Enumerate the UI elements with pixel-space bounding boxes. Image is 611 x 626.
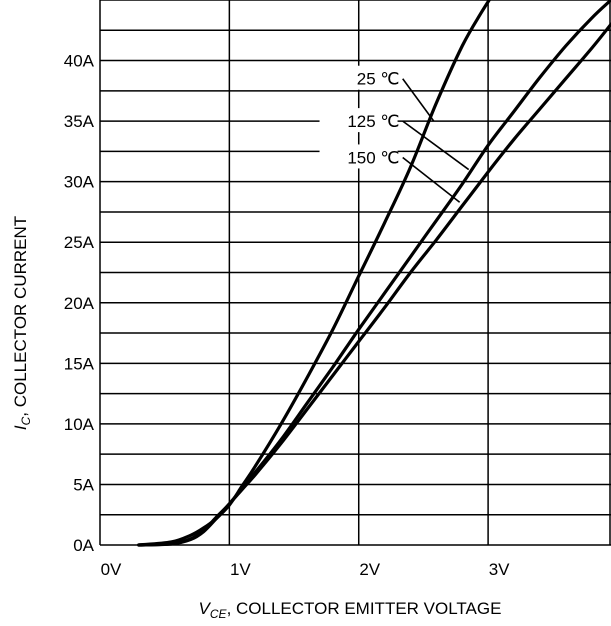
curve-series-3 [137, 22, 611, 547]
y-tick-labels: 0A 5A 10A 15A 20A 25A 30A 35A 40A [64, 52, 95, 555]
y-tick-label: 5A [73, 475, 94, 494]
y-tick-label: 10A [64, 415, 95, 434]
y-axis-subscript: C [19, 416, 33, 425]
leader-line-series-3 [402, 156, 461, 203]
y-tick-label: 30A [64, 173, 95, 192]
series-label-2: 125 ℃ [347, 112, 399, 131]
x-tick-label: 3V [489, 560, 510, 579]
series-label-3: 150 ℃ [347, 148, 399, 167]
series-labels: 25 ℃ 125 ℃ 150 ℃ [319, 65, 400, 169]
leader-line-series-2 [402, 120, 470, 171]
x-axis-symbol: V [199, 599, 212, 618]
y-tick-label: 15A [64, 354, 95, 373]
series-label-background [319, 108, 398, 133]
series-label-1: 25 ℃ [357, 70, 400, 89]
y-axis-symbol: I [11, 425, 30, 430]
series-label-background [319, 65, 398, 90]
y-tick-label: 40A [64, 52, 95, 71]
y-axis-label-text: , COLLECTOR CURRENT [11, 216, 30, 417]
y-tick-label: 25A [64, 233, 95, 252]
characteristic-curves [137, 0, 611, 547]
y-tick-label: 20A [64, 294, 95, 313]
y-tick-label: 0A [73, 536, 94, 555]
x-axis-label-text: , COLLECTOR EMITTER VOLTAGE [227, 599, 502, 618]
x-tick-label: 2V [359, 560, 380, 579]
x-tick-label: 0V [101, 560, 122, 579]
series-label-background [319, 144, 398, 169]
x-tick-labels: 0V 1V 2V 3V [101, 560, 511, 579]
x-axis-title: VCE, COLLECTOR EMITTER VOLTAGE [199, 599, 502, 621]
curve-series-1 [137, 0, 492, 547]
x-axis-subscript: CE [210, 607, 228, 621]
y-axis-title: IC, COLLECTOR CURRENT [11, 216, 33, 430]
series-leader-lines [402, 78, 470, 203]
y-tick-label: 35A [64, 112, 95, 131]
x-tick-label: 1V [230, 560, 251, 579]
leader-line-series-1 [402, 78, 435, 122]
